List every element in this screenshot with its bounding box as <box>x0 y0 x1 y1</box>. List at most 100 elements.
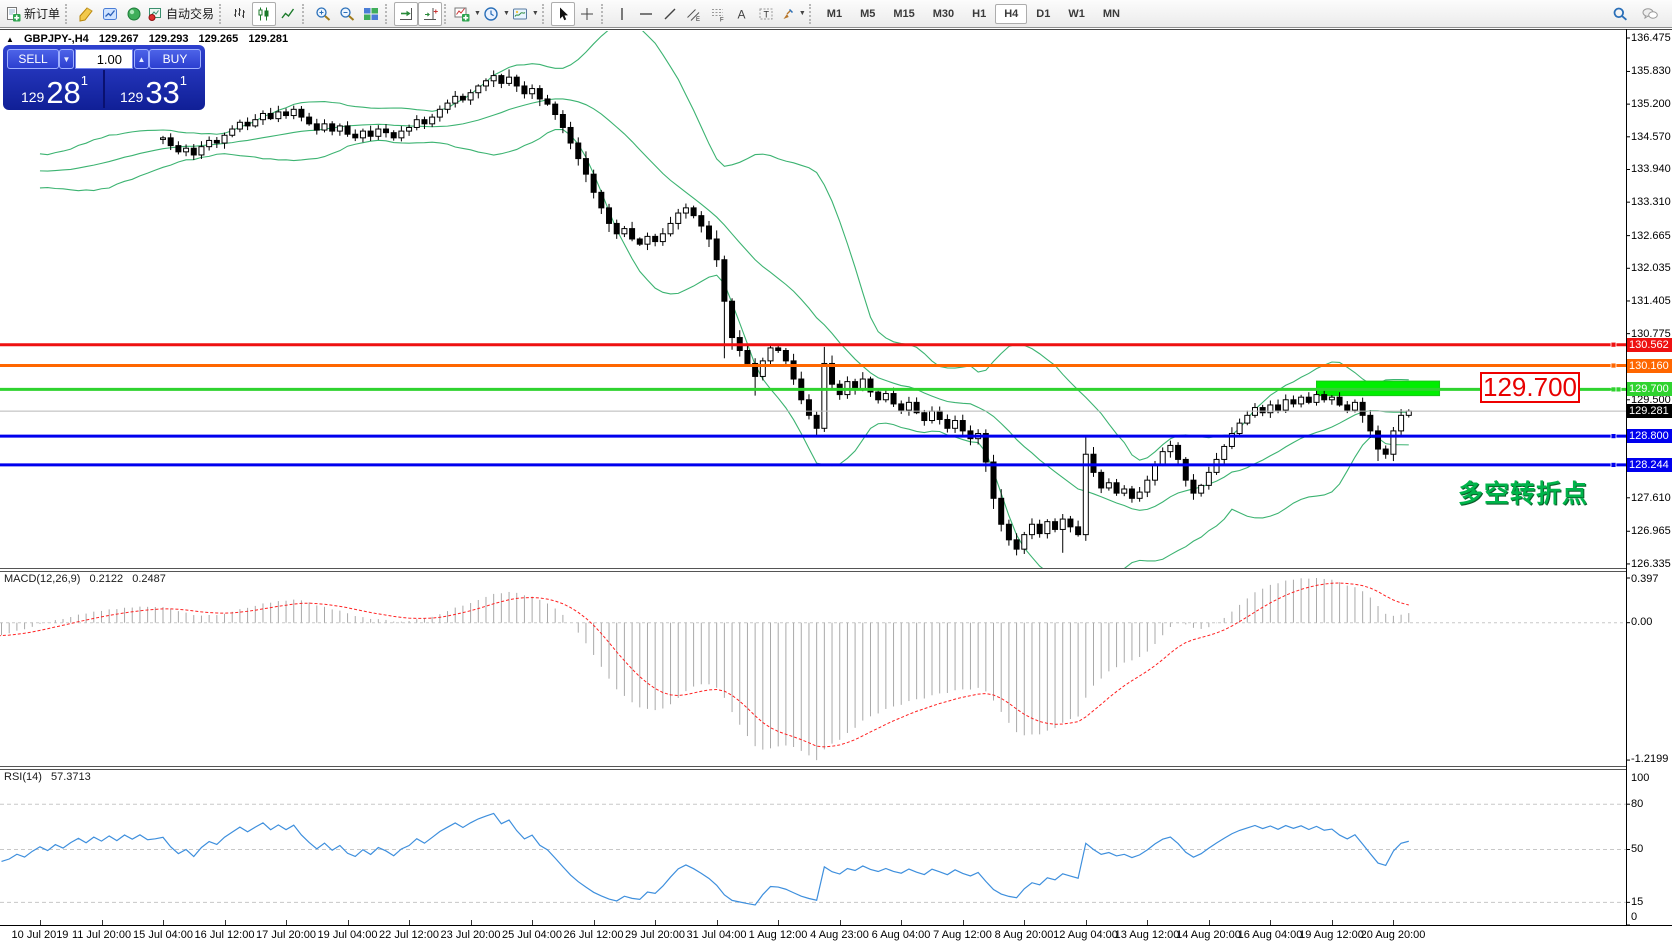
ask-price-button[interactable]: 129 33 1 <box>106 70 201 108</box>
bull-candle <box>406 126 413 132</box>
volume-increase-button[interactable]: ▲ <box>134 49 149 69</box>
timeframe-h4[interactable]: H4 <box>995 3 1028 24</box>
buy-button[interactable]: BUY <box>149 49 201 69</box>
bear-candle <box>267 112 274 120</box>
bear-candle <box>1344 404 1351 411</box>
dropdown-arrow-icon[interactable]: ▼ <box>531 10 539 17</box>
bear-candle <box>567 126 574 144</box>
volume-input[interactable]: 1.00 <box>75 49 133 69</box>
main-toolbar: 新订单 自动交易 ▼ ▼ ▼ E F A T ▼ M1 M5 M15 M30 H1 H4 D1 W1 MN <box>0 0 1672 28</box>
toolbar-group-grip <box>385 3 390 24</box>
chat-icon[interactable] <box>1638 2 1662 26</box>
new-order-button[interactable]: 新订单 <box>4 2 63 26</box>
text-label-icon[interactable]: T <box>754 2 778 26</box>
metaeditor-icon[interactable] <box>74 2 98 26</box>
timeframe-m1[interactable]: M1 <box>826 7 843 20</box>
bear-candle <box>582 158 589 175</box>
timeframe-m15[interactable]: M15 <box>893 7 915 20</box>
indicators-icon[interactable]: ▼ <box>453 2 482 26</box>
bull-candle <box>506 76 513 84</box>
bear-candle <box>313 123 320 131</box>
rsi-line <box>1 812 1409 906</box>
market-watch-icon <box>102 6 118 22</box>
bull-candle <box>667 222 674 235</box>
equidistant-channel-icon[interactable]: E <box>682 2 706 26</box>
horizontal-line-icon[interactable] <box>634 2 658 26</box>
volume-decrease-button[interactable]: ▼ <box>59 49 74 69</box>
bar-chart-icon <box>232 6 248 22</box>
candlestick-chart-icon <box>256 6 272 22</box>
turning-point-annotation[interactable]: 多空转折点 <box>1458 480 1589 508</box>
bear-candle <box>1190 479 1197 494</box>
dropdown-arrow-icon[interactable]: ▼ <box>474 10 481 17</box>
zoom-out-icon <box>339 6 355 22</box>
bear-candle <box>944 418 951 429</box>
auto-scroll-icon[interactable] <box>394 1 419 26</box>
text-icon[interactable]: A <box>730 2 754 26</box>
fibonacci-retracement-icon[interactable]: F <box>706 2 730 26</box>
periods-icon[interactable]: ▼ <box>482 2 511 26</box>
trendline-icon[interactable] <box>658 2 682 26</box>
timeframe-h1[interactable]: H1 <box>972 7 987 20</box>
bear-candle <box>1005 523 1012 541</box>
timeframe-mn[interactable]: MN <box>1102 7 1120 20</box>
market-watch-icon[interactable] <box>98 2 122 26</box>
dropdown-arrow-icon[interactable]: ▼ <box>798 10 806 17</box>
tile-windows-icon[interactable] <box>359 2 383 26</box>
line-anchor-marker[interactable] <box>1615 386 1622 393</box>
bid-big-digits: 28 <box>46 74 81 110</box>
bear-candle <box>690 207 697 217</box>
bear-candle <box>1321 394 1328 401</box>
line-chart-icon[interactable] <box>276 2 300 26</box>
search-icon[interactable] <box>1608 2 1632 26</box>
bull-candle <box>398 130 405 139</box>
bull-candle <box>759 360 766 377</box>
bear-candle <box>1359 401 1366 416</box>
price-callout-label[interactable]: 129.700 <box>1480 372 1580 403</box>
bear-candle <box>990 461 997 499</box>
autotrading-icon <box>147 6 163 22</box>
timeframe-m5[interactable]: M5 <box>860 7 876 20</box>
bear-candle <box>1375 430 1382 450</box>
timeframe-w1[interactable]: W1 <box>1068 7 1085 20</box>
vertical-line-icon[interactable] <box>610 2 634 26</box>
dropdown-arrow-icon[interactable]: ▼ <box>502 10 510 17</box>
arrows-icon[interactable]: ▼ <box>778 2 807 26</box>
bar-chart-icon[interactable] <box>228 2 252 26</box>
bull-candle <box>1267 404 1274 414</box>
timeframe-m30[interactable]: M30 <box>932 7 955 20</box>
macd-pane[interactable] <box>0 577 1626 761</box>
zoom-out-icon[interactable] <box>335 2 359 26</box>
main-price-pane[interactable] <box>39 24 1441 588</box>
bull-candle <box>1021 534 1028 550</box>
bear-candle <box>1013 539 1020 550</box>
bull-candle <box>183 147 190 153</box>
line-anchor-marker[interactable] <box>1610 462 1617 468</box>
zoom-in-icon[interactable] <box>311 2 335 26</box>
bid-price-button[interactable]: 129 28 1 <box>7 70 102 108</box>
bear-candle <box>813 414 820 429</box>
templates-icon[interactable]: ▼ <box>511 2 540 26</box>
line-anchor-marker[interactable] <box>1610 433 1617 439</box>
navigator-icon[interactable] <box>122 2 146 26</box>
autotrading-button[interactable]: 自动交易 <box>146 2 217 26</box>
bear-candle <box>629 228 636 240</box>
timeframe-d1[interactable]: D1 <box>1036 7 1051 20</box>
line-anchor-marker[interactable] <box>1610 341 1617 348</box>
bear-candle <box>782 350 789 362</box>
bear-candle <box>1128 488 1135 499</box>
bear-candle <box>713 238 720 261</box>
rsi-pane[interactable] <box>0 803 1626 906</box>
chart-shift-icon[interactable] <box>418 1 443 26</box>
line-anchor-marker[interactable] <box>1610 362 1617 369</box>
candlestick-chart-icon[interactable] <box>252 1 277 26</box>
bear-candle <box>1305 396 1312 403</box>
bull-candle <box>1405 410 1412 416</box>
toolbar-group-grip <box>219 3 224 24</box>
crosshair-icon[interactable] <box>575 2 599 26</box>
bull-candle <box>444 102 451 110</box>
cursor-icon[interactable] <box>550 1 575 26</box>
sell-button[interactable]: SELL <box>7 49 59 69</box>
bull-candle <box>1398 414 1405 432</box>
